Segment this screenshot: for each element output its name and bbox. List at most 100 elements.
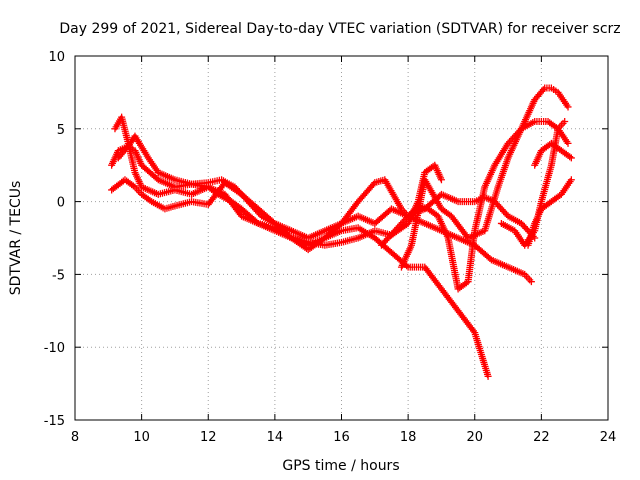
- data-point-run: [139, 184, 160, 198]
- data-point: [564, 139, 572, 147]
- data-point-run: [379, 228, 397, 248]
- data-point-run: [146, 156, 161, 175]
- series-track-4: [114, 132, 445, 249]
- x-tick-label: 20: [466, 430, 483, 445]
- data-point-run: [472, 243, 494, 263]
- data-point-run: [525, 221, 538, 247]
- data-point-run: [506, 264, 527, 278]
- data-point-run: [506, 213, 523, 226]
- data-point-run: [505, 127, 525, 160]
- y-tick-label: 5: [57, 123, 65, 138]
- data-point-run: [132, 134, 151, 160]
- data-point-run: [549, 192, 564, 204]
- series-track-10: [531, 139, 575, 169]
- y-axis-ticks: -15 -10 -5 0 5 10: [44, 50, 608, 429]
- data-point-run: [532, 148, 545, 167]
- series-track-7: [397, 84, 572, 271]
- data-point-run: [206, 184, 227, 198]
- data-point-run: [426, 206, 440, 219]
- data-point-run: [398, 243, 415, 269]
- data-point-run: [539, 199, 554, 212]
- data-point-run: [439, 287, 461, 313]
- data-point-run: [132, 170, 145, 189]
- data-point-run: [132, 148, 145, 167]
- data-point-run: [150, 199, 167, 212]
- data-point-run: [408, 178, 428, 247]
- x-tick-label: 16: [333, 430, 350, 445]
- data-point-run: [339, 199, 361, 226]
- x-tick-label: 22: [533, 430, 550, 445]
- data-point-run: [372, 206, 394, 226]
- data-points: [108, 84, 575, 380]
- data-point-run: [123, 177, 137, 190]
- data-point: [567, 176, 575, 184]
- data-point-run: [439, 191, 460, 205]
- data-point-run: [449, 214, 471, 240]
- data-point-run: [481, 185, 501, 233]
- data-point-run: [156, 177, 177, 190]
- data-point-run: [223, 180, 244, 197]
- y-tick-label: -5: [52, 268, 65, 283]
- data-point-run: [471, 185, 488, 233]
- data-point-run: [256, 206, 277, 226]
- data-point-run: [466, 228, 487, 241]
- data-point-run: [139, 192, 154, 204]
- x-tick-label: 24: [600, 430, 617, 445]
- x-axis-ticks: 8 10 12 14 16 18 20 22 24: [71, 56, 616, 445]
- data-point-run: [559, 178, 574, 196]
- data-point: [527, 278, 535, 286]
- data-point-run: [156, 169, 177, 183]
- data-point-run: [322, 221, 344, 241]
- data-point-run: [239, 213, 260, 227]
- x-tick-label: 12: [200, 430, 217, 445]
- data-point-run: [306, 228, 327, 241]
- data-point-run: [133, 185, 144, 196]
- data-point-run: [116, 144, 131, 160]
- data-point-run: [532, 207, 545, 226]
- data-point-run: [239, 192, 261, 212]
- data-point-run: [127, 144, 137, 153]
- data-point-run: [432, 163, 445, 182]
- data-point-run: [423, 220, 444, 234]
- data-point-run: [382, 178, 404, 211]
- data-point-run: [422, 178, 444, 211]
- data-point-run: [435, 214, 451, 240]
- data-point: [561, 118, 569, 126]
- data-point: [567, 154, 575, 162]
- data-point-run: [392, 214, 411, 233]
- data-point-run: [543, 84, 553, 92]
- data-point-run: [495, 156, 511, 189]
- data-point-run: [482, 163, 498, 189]
- data-point: [437, 176, 445, 184]
- data-point-run: [356, 180, 377, 204]
- y-axis-label: SDTVAR / TECUs: [8, 181, 24, 296]
- chart-title: Day 299 of 2021, Sidereal Day-to-day VTE…: [59, 21, 620, 37]
- data-point-run: [522, 272, 534, 284]
- data-point-run: [492, 141, 511, 167]
- x-axis-label: GPS time / hours: [282, 458, 399, 474]
- data-point-run: [532, 86, 547, 102]
- data-point-run: [555, 90, 571, 109]
- data-point-run: [273, 225, 294, 241]
- data-point-run: [289, 228, 310, 241]
- y-tick-label: -10: [44, 341, 65, 356]
- data-point-run: [439, 206, 454, 219]
- data-point-run: [456, 279, 470, 292]
- x-tick-label: 18: [400, 430, 417, 445]
- data-point-run: [550, 85, 560, 95]
- data-point-run: [556, 119, 567, 131]
- x-tick-label: 14: [267, 430, 284, 445]
- data-point-run: [455, 308, 477, 335]
- data-point-run: [445, 236, 462, 291]
- data-point-run: [222, 192, 244, 218]
- data-point-run: [471, 331, 491, 378]
- data-point-run: [559, 148, 574, 161]
- y-tick-label: 10: [48, 50, 65, 65]
- x-tick-label: 8: [71, 430, 79, 445]
- data-point-run: [356, 228, 377, 241]
- data-point: [564, 103, 572, 111]
- data-point-run: [549, 141, 564, 153]
- data-point-run: [399, 207, 410, 218]
- data-point-run: [139, 163, 161, 182]
